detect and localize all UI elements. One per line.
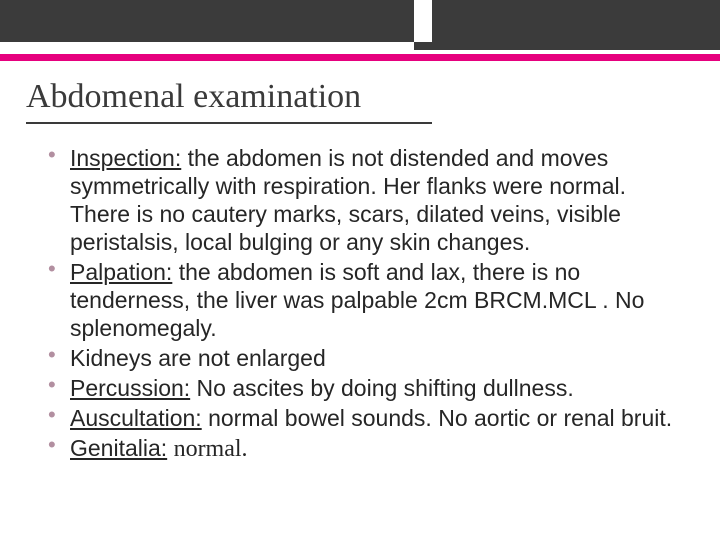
- topbar-row2-left: [0, 42, 414, 50]
- topbar-block-right: [432, 0, 720, 42]
- bullet-item: Kidneys are not enlarged: [48, 344, 686, 372]
- slide-body: Inspection: the abdomen is not distended…: [48, 144, 686, 465]
- topbar-row2: [0, 42, 720, 50]
- bullet-list: Inspection: the abdomen is not distended…: [48, 144, 686, 463]
- bullet-lead: Inspection:: [70, 145, 181, 171]
- bullet-text: Kidneys are not enlarged: [70, 345, 326, 371]
- bullet-serif-tail: normal.: [174, 436, 248, 462]
- bullet-text: normal bowel sounds. No aortic or renal …: [202, 405, 672, 431]
- bullet-item: Palpation: the abdomen is soft and lax, …: [48, 258, 686, 342]
- accent-bar: [0, 54, 720, 61]
- slide-title: Abdomenal examination: [26, 78, 361, 116]
- bullet-lead: Palpation:: [70, 259, 172, 285]
- topbar-gap: [414, 0, 432, 42]
- bullet-text: No ascites by doing shifting dullness.: [190, 375, 574, 401]
- topbar-block-left: [0, 0, 414, 42]
- bullet-item: Percussion: No ascites by doing shifting…: [48, 374, 686, 402]
- title-underline: [26, 122, 432, 124]
- bullet-lead: Genitalia:: [70, 435, 167, 461]
- topbar: [0, 0, 720, 54]
- slide: Abdomenal examination Inspection: the ab…: [0, 0, 720, 540]
- topbar-row2-right: [414, 42, 720, 50]
- bullet-lead: Percussion:: [70, 375, 190, 401]
- bullet-item: Genitalia: normal.: [48, 434, 686, 463]
- topbar-row1: [0, 0, 720, 42]
- bullet-item: Auscultation: normal bowel sounds. No ao…: [48, 404, 686, 432]
- bullet-lead: Auscultation:: [70, 405, 202, 431]
- bullet-item: Inspection: the abdomen is not distended…: [48, 144, 686, 256]
